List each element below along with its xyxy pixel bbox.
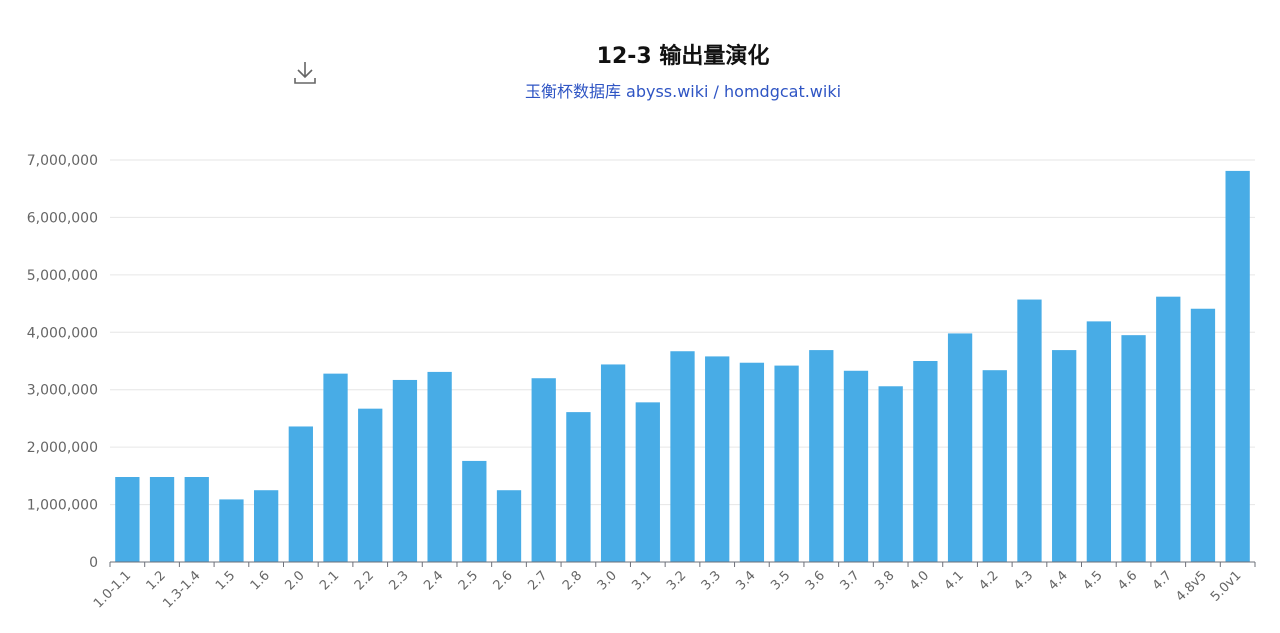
x-tick-label: 4.4 [1046,568,1071,593]
x-tick-label: 3.5 [768,568,793,593]
bar[interactable] [427,371,452,562]
bar[interactable] [947,333,973,562]
x-tick-label: 4.5 [1080,568,1105,593]
x-tick-label: 1.2 [144,568,169,593]
chart-title: 12-3 输出量演化 [596,44,770,69]
x-tick-label: 2.1 [317,568,342,593]
x-tick-label: 4.6 [1115,568,1140,593]
bar[interactable] [982,370,1007,562]
bars [115,170,1250,562]
x-tick-label: 2.5 [456,568,481,593]
x-tick-label: 5.0v1 [1208,568,1245,605]
bar[interactable] [184,477,209,562]
bar[interactable] [288,426,313,562]
x-tick-label: 4.1 [942,568,967,593]
x-tick-label: 3.1 [629,568,654,593]
bar[interactable] [1086,321,1112,562]
bar[interactable] [1052,350,1077,562]
bar[interactable] [531,378,556,562]
x-tick-label: 1.6 [248,568,273,593]
bar[interactable] [670,351,695,562]
bar[interactable] [809,350,834,562]
x-tick-label: 4.2 [976,568,1001,593]
download-icon-glyph [294,62,316,84]
bar[interactable] [635,402,660,562]
x-tick-label: 4.0 [907,568,932,593]
bar[interactable] [1225,170,1250,562]
bar[interactable] [1017,299,1042,562]
bar[interactable] [843,370,869,562]
bar[interactable] [1156,296,1181,562]
bar[interactable] [358,408,383,562]
x-tick-label: 4.7 [1150,568,1175,593]
y-tick-label: 6,000,000 [27,210,98,226]
bar[interactable] [149,477,175,562]
bar[interactable] [392,379,418,562]
bar[interactable] [496,490,522,562]
bar[interactable] [705,356,730,562]
x-tick-label: 2.0 [282,568,307,593]
y-tick-label: 0 [89,555,98,571]
bar[interactable] [878,386,903,562]
y-tick-label: 7,000,000 [27,153,98,169]
bar[interactable] [739,362,765,562]
y-tick-label: 2,000,000 [27,440,98,456]
bar[interactable] [913,361,938,562]
x-tick-label: 3.6 [803,568,828,593]
x-tick-label: 3.0 [595,568,620,593]
bar[interactable] [600,364,626,562]
x-tick-label: 1.5 [213,568,238,593]
bar[interactable] [219,499,244,562]
download-icon[interactable] [293,60,317,86]
x-tick-label: 3.4 [733,568,758,593]
x-tick-label: 4.3 [1011,568,1036,593]
x-tick-label: 2.3 [387,568,412,593]
x-tick-label: 3.2 [664,568,689,593]
x-axis: 1.0-1.1 1.21.3-1.4 1.5 1.6 2.0 2.1 2.2 2.3 2.4 2.… [91,561,1256,611]
bar[interactable] [462,460,487,562]
bar[interactable] [323,373,348,562]
x-tick-label: 3.3 [699,568,724,593]
x-tick-label: 3.8 [872,568,897,593]
x-tick-label: 1.3-1.4 [160,568,203,611]
bar[interactable] [566,412,591,562]
y-tick-label: 1,000,000 [27,498,98,514]
x-tick-label: 2.7 [525,568,550,593]
x-tick-label: 2.4 [421,568,446,593]
bar[interactable] [253,490,279,562]
x-tick-label: 2.2 [352,568,377,593]
x-tick-label: 3.7 [838,568,863,593]
y-tick-label: 3,000,000 [27,383,98,399]
y-tick-label: 4,000,000 [27,325,98,341]
bar[interactable] [774,365,799,562]
bar[interactable] [115,477,140,562]
x-tick-label: 2.8 [560,568,585,593]
x-tick-label: 1.0-1.1 [91,568,134,611]
y-tick-label: 5,000,000 [27,268,98,284]
x-tick-label: 2.6 [491,568,516,593]
bar[interactable] [1190,308,1216,562]
bar[interactable] [1121,335,1146,562]
y-axis: 0 1,000,000 2,000,000 3,000,000 4,000,000 5,0… [27,153,98,571]
chart-subtitle[interactable]: 玉衡杯数据库 abyss.wiki / homdgcat.wiki [524,82,842,101]
x-tick-label: 4.8v5 [1173,568,1210,605]
